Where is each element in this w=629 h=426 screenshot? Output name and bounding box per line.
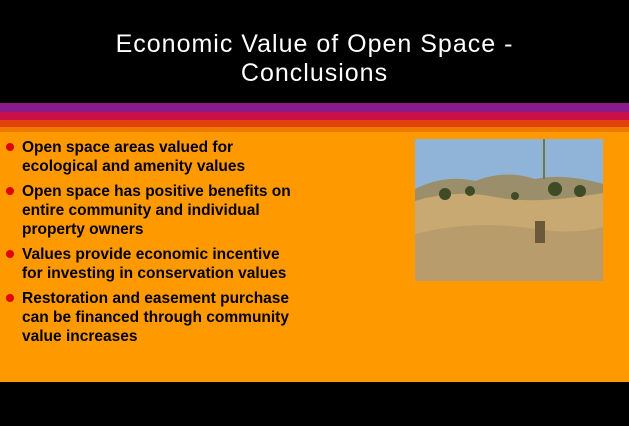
bullet-text: can be financed through community [22, 308, 410, 327]
bullet-dot [6, 294, 14, 302]
bullet-text: Values provide economic incentive [22, 245, 410, 264]
bullet-text: Open space areas valued for [22, 138, 410, 157]
foreground [415, 225, 603, 281]
slide: Economic Value of Open Space -Conclusion… [0, 0, 629, 426]
stripe [0, 112, 629, 120]
photo [415, 139, 603, 281]
bullet-text: value increases [22, 327, 410, 346]
bullet-dot [6, 187, 14, 195]
branch [543, 139, 545, 179]
bullet-text: Restoration and easement purchase [22, 289, 410, 308]
bullet-text: property owners [22, 220, 410, 239]
bullet-text: ecological and amenity values [22, 157, 410, 176]
bullet-text: entire community and individual [22, 201, 410, 220]
tree-guard [535, 221, 545, 243]
bullet-text: Open space has positive benefits on [22, 182, 410, 201]
slide-title: Economic Value of Open Space -Conclusion… [0, 30, 629, 88]
stripe [0, 120, 629, 127]
bullet-dot [6, 250, 14, 258]
title-line: Conclusions [0, 59, 629, 88]
stripe [0, 103, 629, 112]
title-line: Economic Value of Open Space - [0, 30, 629, 59]
bullet-dot [6, 143, 14, 151]
bullet-text: for investing in conservation values [22, 264, 410, 283]
